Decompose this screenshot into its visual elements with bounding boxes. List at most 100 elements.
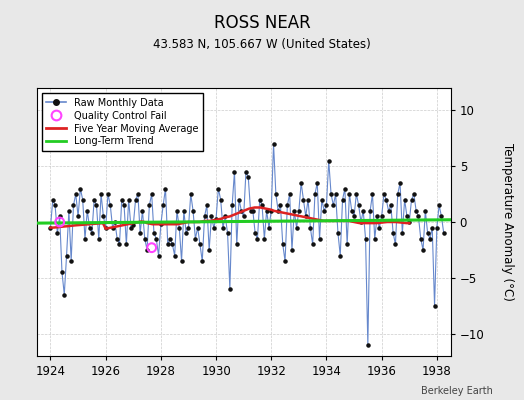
Point [184,224,193,231]
Point [366,208,374,214]
Point [347,208,356,214]
Point [157,221,165,228]
Point [210,224,218,231]
Point [62,252,71,259]
Point [219,224,227,231]
Point [200,213,209,220]
Point [318,196,326,203]
Point [281,258,289,264]
Point [214,185,223,192]
Point [357,219,365,225]
Point [161,185,170,192]
Point [136,230,145,236]
Point [212,216,220,222]
Point [175,224,183,231]
Point [414,213,423,220]
Point [440,230,448,236]
Point [60,291,69,298]
Point [375,224,384,231]
Point [79,196,87,203]
Point [69,202,78,208]
Point [58,269,66,276]
Point [279,241,287,248]
Point [271,191,280,197]
Point [329,202,337,208]
Point [228,202,236,208]
Point [380,191,388,197]
Point [437,213,445,220]
Point [115,241,124,248]
Point [322,202,331,208]
Point [191,236,200,242]
Point [147,244,156,251]
Point [51,202,59,208]
Point [311,191,319,197]
Point [134,191,142,197]
Point [102,224,110,231]
Point [315,236,324,242]
Point [233,241,241,248]
Point [163,241,172,248]
Y-axis label: Temperature Anomaly (°C): Temperature Anomaly (°C) [501,143,514,301]
Point [405,219,413,225]
Point [253,236,261,242]
Point [244,174,253,180]
Point [127,224,135,231]
Point [92,202,101,208]
Point [203,202,211,208]
Point [143,247,151,253]
Point [373,213,381,220]
Point [242,168,250,175]
Point [306,224,314,231]
Point [267,208,276,214]
Point [76,185,84,192]
Point [362,236,370,242]
Point [324,157,333,164]
Point [237,208,246,214]
Point [147,191,156,197]
Point [95,236,103,242]
Point [56,219,64,225]
Point [294,208,303,214]
Point [74,213,82,220]
Point [421,208,430,214]
Point [368,191,377,197]
Point [339,196,347,203]
Point [377,213,386,220]
Point [297,180,305,186]
Point [274,208,282,214]
Point [83,208,92,214]
Point [350,213,358,220]
Point [276,202,285,208]
Point [407,196,416,203]
Point [341,185,349,192]
Point [129,222,137,228]
Point [426,236,434,242]
Point [216,196,225,203]
Point [205,247,213,253]
Point [138,208,147,214]
Point [352,191,361,197]
Point [64,208,73,214]
Point [336,252,344,259]
Point [104,191,112,197]
Point [113,236,122,242]
Point [46,224,54,231]
Point [391,241,400,248]
Point [403,213,411,220]
Point [125,196,133,203]
Point [320,208,329,214]
Point [223,230,232,236]
Text: 43.583 N, 105.667 W (United States): 43.583 N, 105.667 W (United States) [153,38,371,51]
Point [354,202,363,208]
Point [140,236,149,242]
Point [288,247,296,253]
Point [198,258,206,264]
Point [382,196,390,203]
Point [334,230,342,236]
Point [327,191,335,197]
Point [99,213,107,220]
Point [398,230,407,236]
Point [251,230,259,236]
Point [269,141,278,147]
